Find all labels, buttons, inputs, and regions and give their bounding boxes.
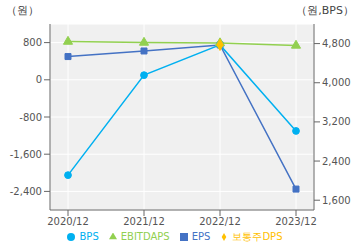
- html-text:BPS: BPS: [79, 231, 99, 242]
- svg-text:2022/12: 2022/12: [199, 216, 241, 227]
- svg-text:1,600: 1,600: [322, 195, 351, 206]
- svg-text:2020/12: 2020/12: [47, 216, 89, 227]
- svg-text:-1,600: -1,600: [10, 149, 42, 160]
- svg-text:2021/12: 2021/12: [123, 216, 165, 227]
- svg-text:4,800: 4,800: [322, 38, 351, 49]
- svg-text:-2,400: -2,400: [10, 186, 42, 197]
- html-text:EPS: EPS: [191, 231, 211, 242]
- html-text:（원,BPS）: （원,BPS）: [296, 4, 354, 17]
- html-text:EBITDAPS: EBITDAPS: [120, 231, 170, 242]
- html-text:보통주DPS: 보통주DPS: [232, 231, 283, 242]
- svg-text:800: 800: [23, 37, 42, 48]
- svg-text:2023/12: 2023/12: [275, 216, 317, 227]
- svg-text:3,200: 3,200: [322, 116, 351, 127]
- svg-text:0: 0: [36, 74, 42, 85]
- svg-text:-800: -800: [19, 112, 42, 123]
- svg-text:2,400: 2,400: [322, 156, 351, 167]
- html-text:（원）: （원）: [6, 4, 39, 17]
- svg-text:4,000: 4,000: [322, 77, 351, 88]
